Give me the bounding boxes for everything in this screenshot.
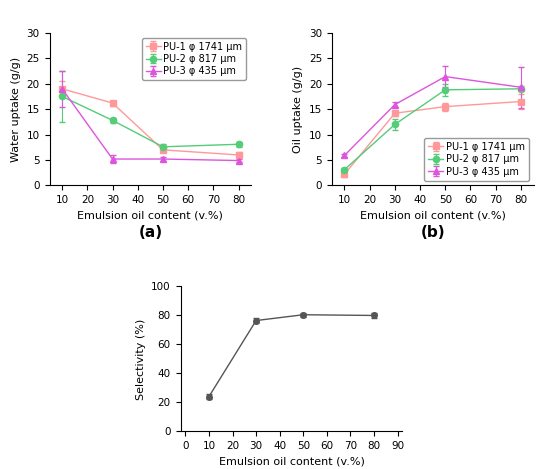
X-axis label: Emulsion oil content (v.%): Emulsion oil content (v.%) xyxy=(218,457,365,467)
Text: (b): (b) xyxy=(420,225,445,240)
X-axis label: Emulsion oil content (v.%): Emulsion oil content (v.%) xyxy=(360,211,505,221)
Legend: PU-1 φ 1741 μm, PU-2 φ 817 μm, PU-3 φ 435 μm: PU-1 φ 1741 μm, PU-2 φ 817 μm, PU-3 φ 43… xyxy=(425,138,529,181)
Text: (a): (a) xyxy=(138,225,162,240)
Y-axis label: Oil uptake (g/g): Oil uptake (g/g) xyxy=(293,66,303,153)
Y-axis label: Selectivity (%): Selectivity (%) xyxy=(136,318,146,400)
Legend: PU-1 φ 1741 μm, PU-2 φ 817 μm, PU-3 φ 435 μm: PU-1 φ 1741 μm, PU-2 φ 817 μm, PU-3 φ 43… xyxy=(142,38,246,80)
X-axis label: Emulsion oil content (v.%): Emulsion oil content (v.%) xyxy=(78,211,223,221)
Y-axis label: Water uptake (g/g): Water uptake (g/g) xyxy=(11,57,21,162)
